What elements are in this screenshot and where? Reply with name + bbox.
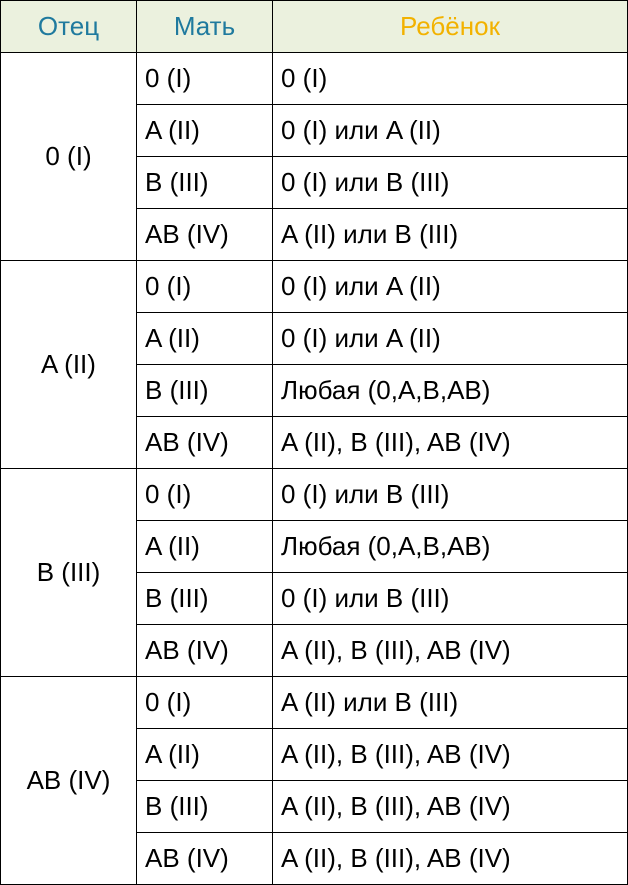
child-cell: A (II) или B (III) bbox=[273, 677, 628, 729]
child-cell: 0 (I) или B (III) bbox=[273, 157, 628, 209]
child-cell: 0 (I) или A (II) bbox=[273, 313, 628, 365]
col-header-child: Ребёнок bbox=[273, 1, 628, 53]
father-cell: A (II) bbox=[1, 261, 137, 469]
mother-cell: A (II) bbox=[137, 521, 273, 573]
father-cell: AB (IV) bbox=[1, 677, 137, 885]
table-header-row: Отец Мать Ребёнок bbox=[1, 1, 628, 53]
child-cell: A (II), B (III), AB (IV) bbox=[273, 833, 628, 885]
child-cell: A (II), B (III), AB (IV) bbox=[273, 625, 628, 677]
mother-cell: B (III) bbox=[137, 365, 273, 417]
child-cell: Любая (0,A,B,AB) bbox=[273, 521, 628, 573]
father-cell: B (III) bbox=[1, 469, 137, 677]
blood-type-table-container: Отец Мать Ребёнок 0 (I) 0 (I) 0 (I) A (I… bbox=[0, 0, 628, 885]
child-cell: A (II), B (III), AB (IV) bbox=[273, 781, 628, 833]
table-row: B (III) 0 (I) 0 (I) или B (III) bbox=[1, 469, 628, 521]
mother-cell: AB (IV) bbox=[137, 833, 273, 885]
col-header-father: Отец bbox=[1, 1, 137, 53]
mother-cell: A (II) bbox=[137, 729, 273, 781]
mother-cell: 0 (I) bbox=[137, 677, 273, 729]
child-cell: 0 (I) или A (II) bbox=[273, 261, 628, 313]
child-cell: Любая (0,A,B,AB) bbox=[273, 365, 628, 417]
mother-cell: 0 (I) bbox=[137, 53, 273, 105]
mother-cell: A (II) bbox=[137, 105, 273, 157]
father-cell: 0 (I) bbox=[1, 53, 137, 261]
child-cell: A (II), B (III), AB (IV) bbox=[273, 417, 628, 469]
mother-cell: AB (IV) bbox=[137, 417, 273, 469]
mother-cell: B (III) bbox=[137, 157, 273, 209]
child-cell: A (II) или B (III) bbox=[273, 209, 628, 261]
child-cell: 0 (I) или B (III) bbox=[273, 469, 628, 521]
child-cell: 0 (I) или B (III) bbox=[273, 573, 628, 625]
child-cell: A (II), B (III), AB (IV) bbox=[273, 729, 628, 781]
table-row: A (II) 0 (I) 0 (I) или A (II) bbox=[1, 261, 628, 313]
blood-type-table: Отец Мать Ребёнок 0 (I) 0 (I) 0 (I) A (I… bbox=[0, 0, 628, 885]
mother-cell: B (III) bbox=[137, 781, 273, 833]
mother-cell: A (II) bbox=[137, 313, 273, 365]
table-row: AB (IV) 0 (I) A (II) или B (III) bbox=[1, 677, 628, 729]
child-cell: 0 (I) bbox=[273, 53, 628, 105]
table-row: 0 (I) 0 (I) 0 (I) bbox=[1, 53, 628, 105]
col-header-mother: Мать bbox=[137, 1, 273, 53]
mother-cell: AB (IV) bbox=[137, 625, 273, 677]
table-body: 0 (I) 0 (I) 0 (I) A (II) 0 (I) или A (II… bbox=[1, 53, 628, 885]
mother-cell: 0 (I) bbox=[137, 469, 273, 521]
mother-cell: AB (IV) bbox=[137, 209, 273, 261]
mother-cell: B (III) bbox=[137, 573, 273, 625]
child-cell: 0 (I) или A (II) bbox=[273, 105, 628, 157]
mother-cell: 0 (I) bbox=[137, 261, 273, 313]
